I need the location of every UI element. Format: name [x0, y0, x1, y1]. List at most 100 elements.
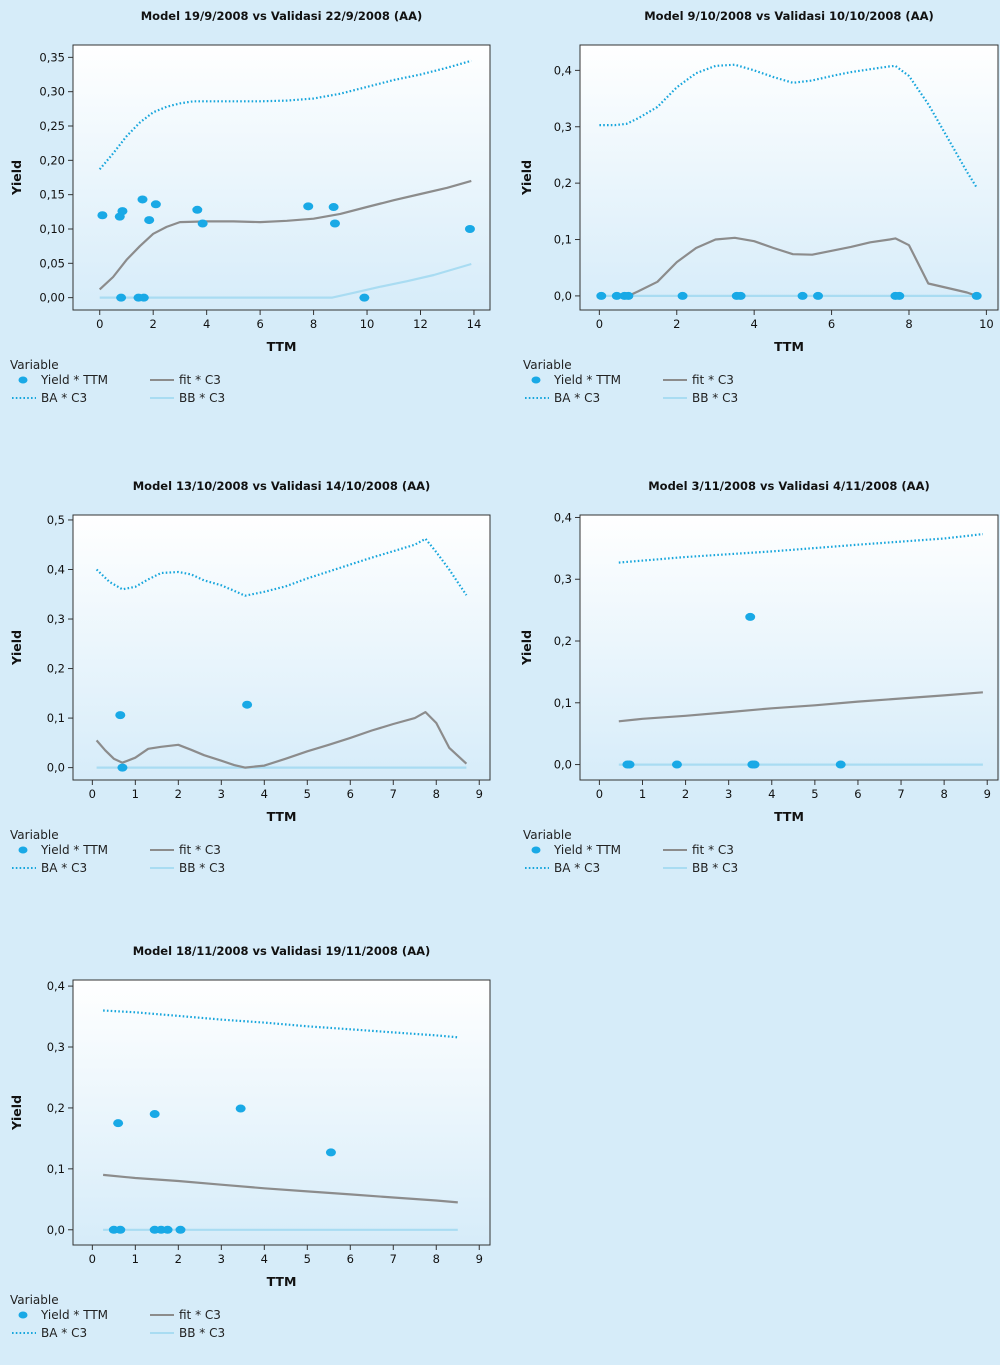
data-point-yield-ttm — [137, 195, 148, 204]
data-point-yield-ttm — [329, 219, 340, 228]
data-point-yield-ttm — [242, 700, 253, 709]
data-point-yield-ttm — [113, 1119, 124, 1128]
data-point-yield-ttm — [162, 1225, 173, 1234]
data-point-yield-ttm — [464, 224, 475, 233]
x-axis-label: TTM — [774, 809, 804, 824]
y-tick-label: 0,2 — [554, 634, 572, 648]
data-point-yield-ttm — [749, 760, 760, 769]
data-point-yield-ttm — [671, 760, 682, 769]
x-tick-label: 2 — [673, 317, 680, 331]
y-tick-label: 0,15 — [39, 188, 65, 202]
data-point-yield-ttm — [835, 760, 846, 769]
x-tick-label: 0 — [596, 317, 603, 331]
series-line-ba-c3 — [599, 63, 978, 189]
legend-symbol-fit-c3 — [150, 1314, 174, 1316]
y-tick-label: 0,3 — [554, 572, 572, 586]
plot-area — [72, 514, 491, 781]
plot-area — [579, 44, 999, 311]
legend-title: Variable — [10, 1293, 59, 1307]
chart-panel-1: Model 19/9/2008 vs Validasi 22/9/2008 (A… — [0, 0, 500, 430]
y-tick-label: 0,5 — [47, 513, 65, 527]
data-point-yield-ttm — [971, 291, 982, 300]
x-tick-label: 6 — [256, 317, 263, 331]
x-tick-label: 4 — [751, 317, 758, 331]
legend-label: fit * C3 — [179, 843, 221, 857]
data-point-yield-ttm — [117, 763, 128, 772]
legend-symbol-yield-ttm — [531, 376, 541, 384]
series-line-ba-c3 — [103, 1009, 458, 1039]
x-tick-label: 1 — [132, 1252, 139, 1266]
x-tick-label: 5 — [304, 1252, 311, 1266]
legend-symbol-fit-c3 — [150, 379, 174, 381]
x-tick-label: 5 — [811, 787, 818, 801]
legend-label: Yield * TTM — [41, 1308, 109, 1322]
x-tick-label: 0 — [89, 1252, 96, 1266]
legend-symbol-bb-c3 — [663, 397, 687, 399]
x-tick-label: 8 — [940, 787, 947, 801]
x-tick-label: 10 — [979, 317, 994, 331]
data-point-yield-ttm — [235, 1104, 246, 1113]
plot-area — [72, 44, 491, 311]
y-tick-label: 0,4 — [47, 562, 65, 576]
y-tick-label: 0,35 — [39, 50, 65, 64]
y-axis-label: Yield — [9, 1095, 24, 1131]
x-tick-label: 12 — [413, 317, 428, 331]
x-tick-label: 4 — [261, 787, 268, 801]
y-axis-label: Yield — [9, 630, 24, 666]
legend-label: BA * C3 — [41, 1326, 88, 1340]
series-line-fit-c3 — [627, 236, 978, 297]
data-point-yield-ttm — [894, 291, 905, 300]
plot-area — [579, 514, 999, 781]
legend-label: BB * C3 — [179, 861, 226, 875]
chart-title: Model 13/10/2008 vs Validasi 14/10/2008 … — [133, 479, 431, 493]
x-tick-label: 7 — [897, 787, 904, 801]
legend-label: BA * C3 — [554, 391, 601, 405]
x-tick-label: 3 — [218, 787, 225, 801]
x-tick-label: 4 — [768, 787, 775, 801]
x-tick-label: 8 — [905, 317, 912, 331]
legend-label: Yield * TTM — [554, 843, 622, 857]
y-tick-label: 0,4 — [554, 510, 572, 524]
data-point-yield-ttm — [596, 291, 607, 300]
data-point-yield-ttm — [677, 291, 688, 300]
data-point-yield-ttm — [813, 291, 824, 300]
chart-svg-2: Model 9/10/2008 vs Validasi 10/10/2008 (… — [519, 9, 999, 354]
data-point-yield-ttm — [611, 291, 622, 300]
x-tick-label: 10 — [360, 317, 375, 331]
y-tick-label: 0,1 — [47, 1162, 65, 1176]
x-tick-label: 6 — [854, 787, 861, 801]
legend-symbol-ba-c3 — [525, 397, 549, 399]
legend-label: BB * C3 — [692, 861, 739, 875]
data-point-yield-ttm — [115, 711, 126, 720]
data-point-yield-ttm — [359, 293, 370, 302]
legend-title: Variable — [10, 358, 59, 372]
x-axis-label: TTM — [774, 339, 804, 354]
legend-symbol-ba-c3 — [12, 397, 36, 399]
data-point-yield-ttm — [150, 200, 161, 209]
data-point-yield-ttm — [175, 1225, 186, 1234]
y-tick-label: 0,1 — [47, 711, 65, 725]
data-point-yield-ttm — [149, 1110, 160, 1119]
chart-panel-5: Model 18/11/2008 vs Validasi 19/11/2008 … — [0, 935, 500, 1365]
legend-title: Variable — [10, 828, 59, 842]
chart-title: Model 18/11/2008 vs Validasi 19/11/2008 … — [133, 944, 431, 958]
legend-label: BB * C3 — [692, 391, 739, 405]
x-tick-label: 14 — [467, 317, 482, 331]
x-tick-label: 7 — [390, 1252, 397, 1266]
x-tick-label: 0 — [596, 787, 603, 801]
x-tick-label: 6 — [828, 317, 835, 331]
x-tick-label: 7 — [390, 787, 397, 801]
x-tick-label: 8 — [310, 317, 317, 331]
legend-title: Variable — [523, 828, 572, 842]
x-tick-label: 9 — [476, 787, 483, 801]
x-tick-label: 0 — [96, 317, 103, 331]
legend-symbol-bb-c3 — [150, 1332, 174, 1334]
x-tick-label: 3 — [725, 787, 732, 801]
series-line-ba-c3 — [95, 537, 468, 597]
legend-symbol-ba-c3 — [12, 1332, 36, 1334]
data-point-yield-ttm — [138, 293, 149, 302]
y-tick-label: 0,0 — [554, 758, 572, 772]
data-point-yield-ttm — [735, 291, 746, 300]
y-tick-label: 0,00 — [39, 291, 65, 305]
chart-panel-4: Model 3/11/2008 vs Validasi 4/11/2008 (A… — [510, 470, 1000, 900]
